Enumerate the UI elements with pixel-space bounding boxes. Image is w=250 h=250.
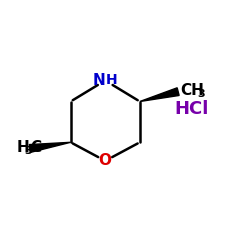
Text: O: O [99, 153, 112, 168]
Text: CH: CH [180, 83, 204, 98]
Text: H: H [16, 140, 29, 155]
Text: C: C [30, 140, 41, 155]
Text: H: H [106, 74, 117, 88]
Text: 3: 3 [198, 89, 205, 99]
Text: N: N [93, 73, 106, 88]
Text: HCl: HCl [174, 100, 209, 118]
Text: 3: 3 [24, 146, 32, 156]
Polygon shape [29, 142, 70, 152]
Polygon shape [140, 88, 179, 102]
